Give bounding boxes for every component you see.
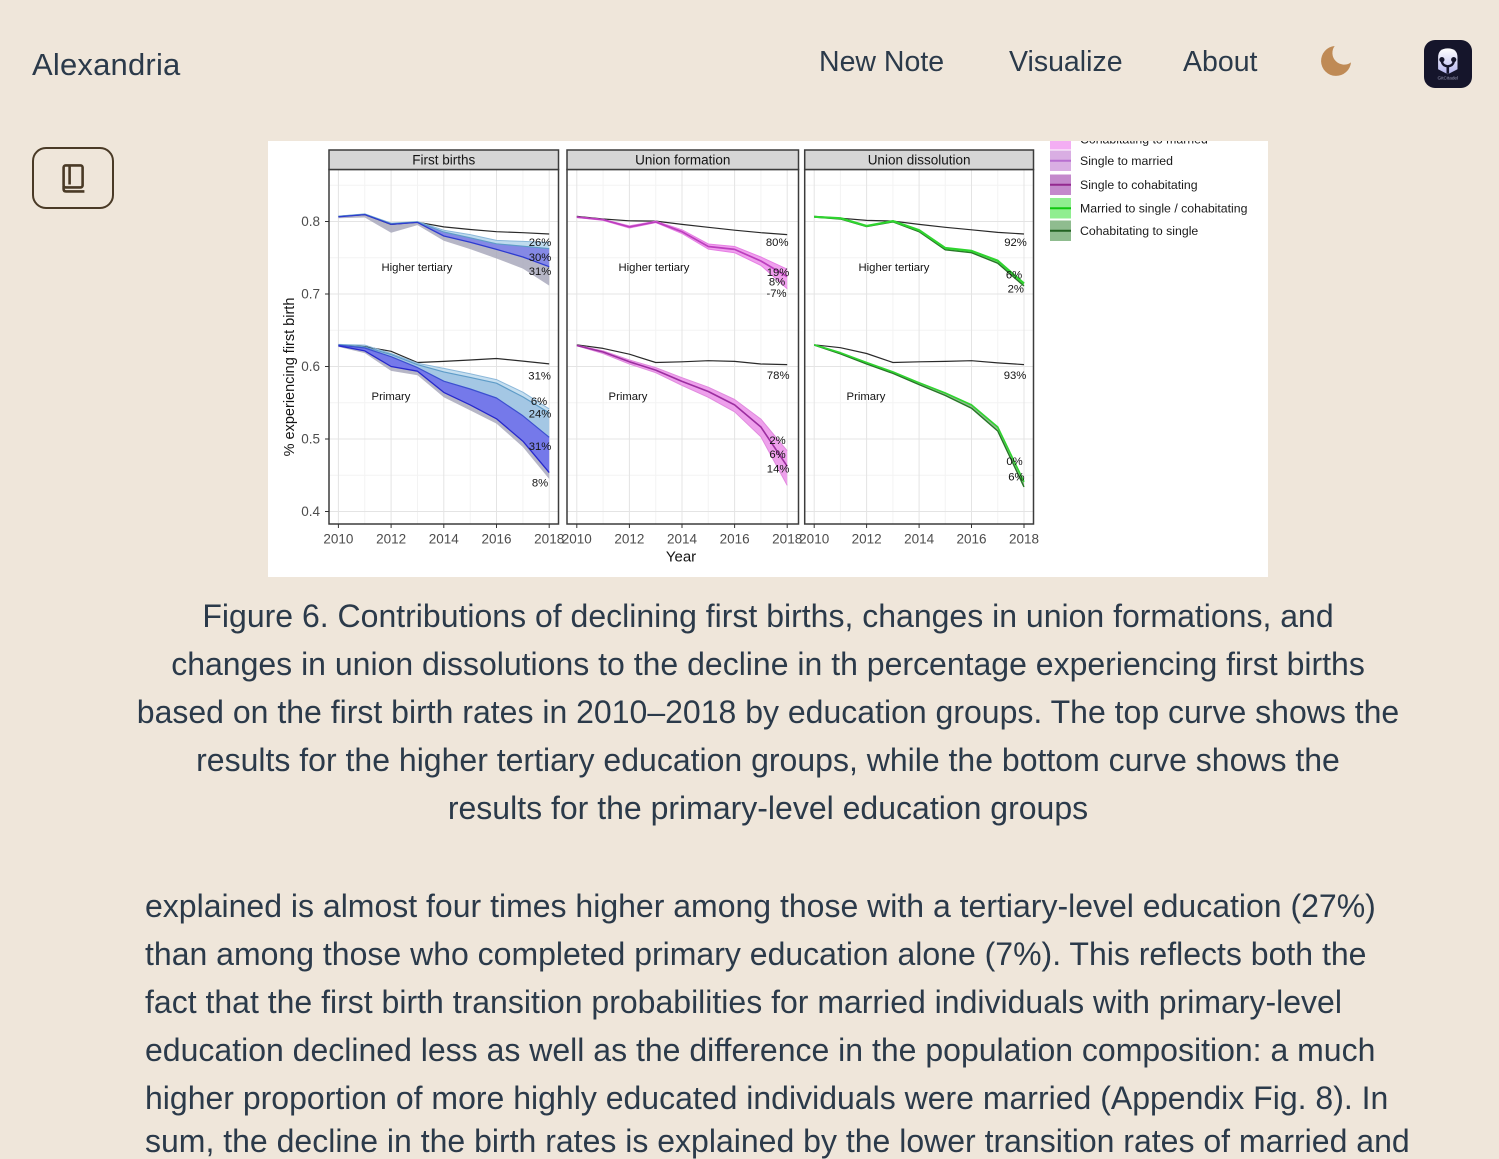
svg-text:93%: 93%: [1004, 370, 1027, 382]
svg-text:6%: 6%: [769, 449, 785, 461]
svg-text:6%: 6%: [1006, 270, 1022, 282]
svg-text:0.6: 0.6: [301, 359, 320, 374]
svg-text:30%: 30%: [529, 252, 552, 264]
svg-text:0.5: 0.5: [301, 432, 320, 447]
svg-text:2010: 2010: [562, 532, 592, 547]
svg-text:-7%: -7%: [766, 288, 786, 300]
svg-text:8%: 8%: [532, 477, 548, 489]
svg-text:2%: 2%: [769, 435, 785, 447]
svg-text:0%: 0%: [1006, 456, 1022, 468]
svg-text:6%: 6%: [1008, 472, 1024, 484]
svg-text:Union dissolution: Union dissolution: [868, 153, 971, 168]
svg-text:2014: 2014: [904, 532, 935, 547]
svg-text:2014: 2014: [429, 532, 460, 547]
svg-text:Cohabitating to married: Cohabitating to married: [1080, 141, 1208, 147]
svg-text:6%: 6%: [531, 396, 547, 408]
svg-text:First births: First births: [412, 153, 475, 168]
svg-text:GitCitadel: GitCitadel: [1438, 75, 1459, 80]
svg-text:26%: 26%: [529, 237, 552, 249]
svg-text:31%: 31%: [528, 370, 551, 382]
svg-text:2016: 2016: [481, 532, 511, 547]
svg-text:80%: 80%: [766, 237, 789, 249]
svg-text:2012: 2012: [376, 532, 406, 547]
svg-text:Primary: Primary: [609, 391, 648, 403]
svg-text:14%: 14%: [767, 464, 790, 476]
svg-text:2018: 2018: [1009, 532, 1039, 547]
svg-text:2016: 2016: [720, 532, 750, 547]
svg-text:% experiencing first birth: % experiencing first birth: [282, 298, 298, 457]
svg-text:2%: 2%: [1008, 284, 1024, 296]
svg-text:31%: 31%: [529, 266, 552, 278]
svg-text:Married to single / cohabitati: Married to single / cohabitating: [1080, 202, 1248, 216]
svg-text:Higher tertiary: Higher tertiary: [619, 262, 690, 274]
svg-text:0.8: 0.8: [301, 214, 320, 229]
svg-text:78%: 78%: [767, 370, 790, 382]
svg-text:19%: 19%: [767, 267, 790, 279]
svg-text:Primary: Primary: [847, 391, 886, 403]
svg-text:Year: Year: [666, 549, 696, 566]
svg-text:0.7: 0.7: [301, 287, 320, 302]
svg-text:Single to married: Single to married: [1080, 154, 1173, 168]
svg-text:31%: 31%: [529, 441, 552, 453]
svg-text:2010: 2010: [799, 532, 829, 547]
svg-text:2012: 2012: [852, 532, 882, 547]
svg-text:92%: 92%: [1004, 237, 1027, 249]
svg-text:Union formation: Union formation: [635, 153, 730, 168]
svg-text:2010: 2010: [323, 532, 353, 547]
svg-text:24%: 24%: [529, 409, 552, 421]
svg-text:Cohabitating to single: Cohabitating to single: [1080, 224, 1198, 238]
svg-text:Higher tertiary: Higher tertiary: [382, 262, 453, 274]
svg-text:Higher tertiary: Higher tertiary: [859, 262, 930, 274]
svg-text:Single to cohabitating: Single to cohabitating: [1080, 178, 1198, 192]
svg-text:Primary: Primary: [372, 391, 411, 403]
svg-text:2012: 2012: [614, 532, 644, 547]
svg-text:0.4: 0.4: [301, 504, 320, 519]
svg-text:2016: 2016: [956, 532, 986, 547]
svg-text:2018: 2018: [534, 532, 564, 547]
svg-text:2014: 2014: [667, 532, 698, 547]
svg-text:8%: 8%: [769, 277, 785, 289]
svg-text:2018: 2018: [772, 532, 802, 547]
